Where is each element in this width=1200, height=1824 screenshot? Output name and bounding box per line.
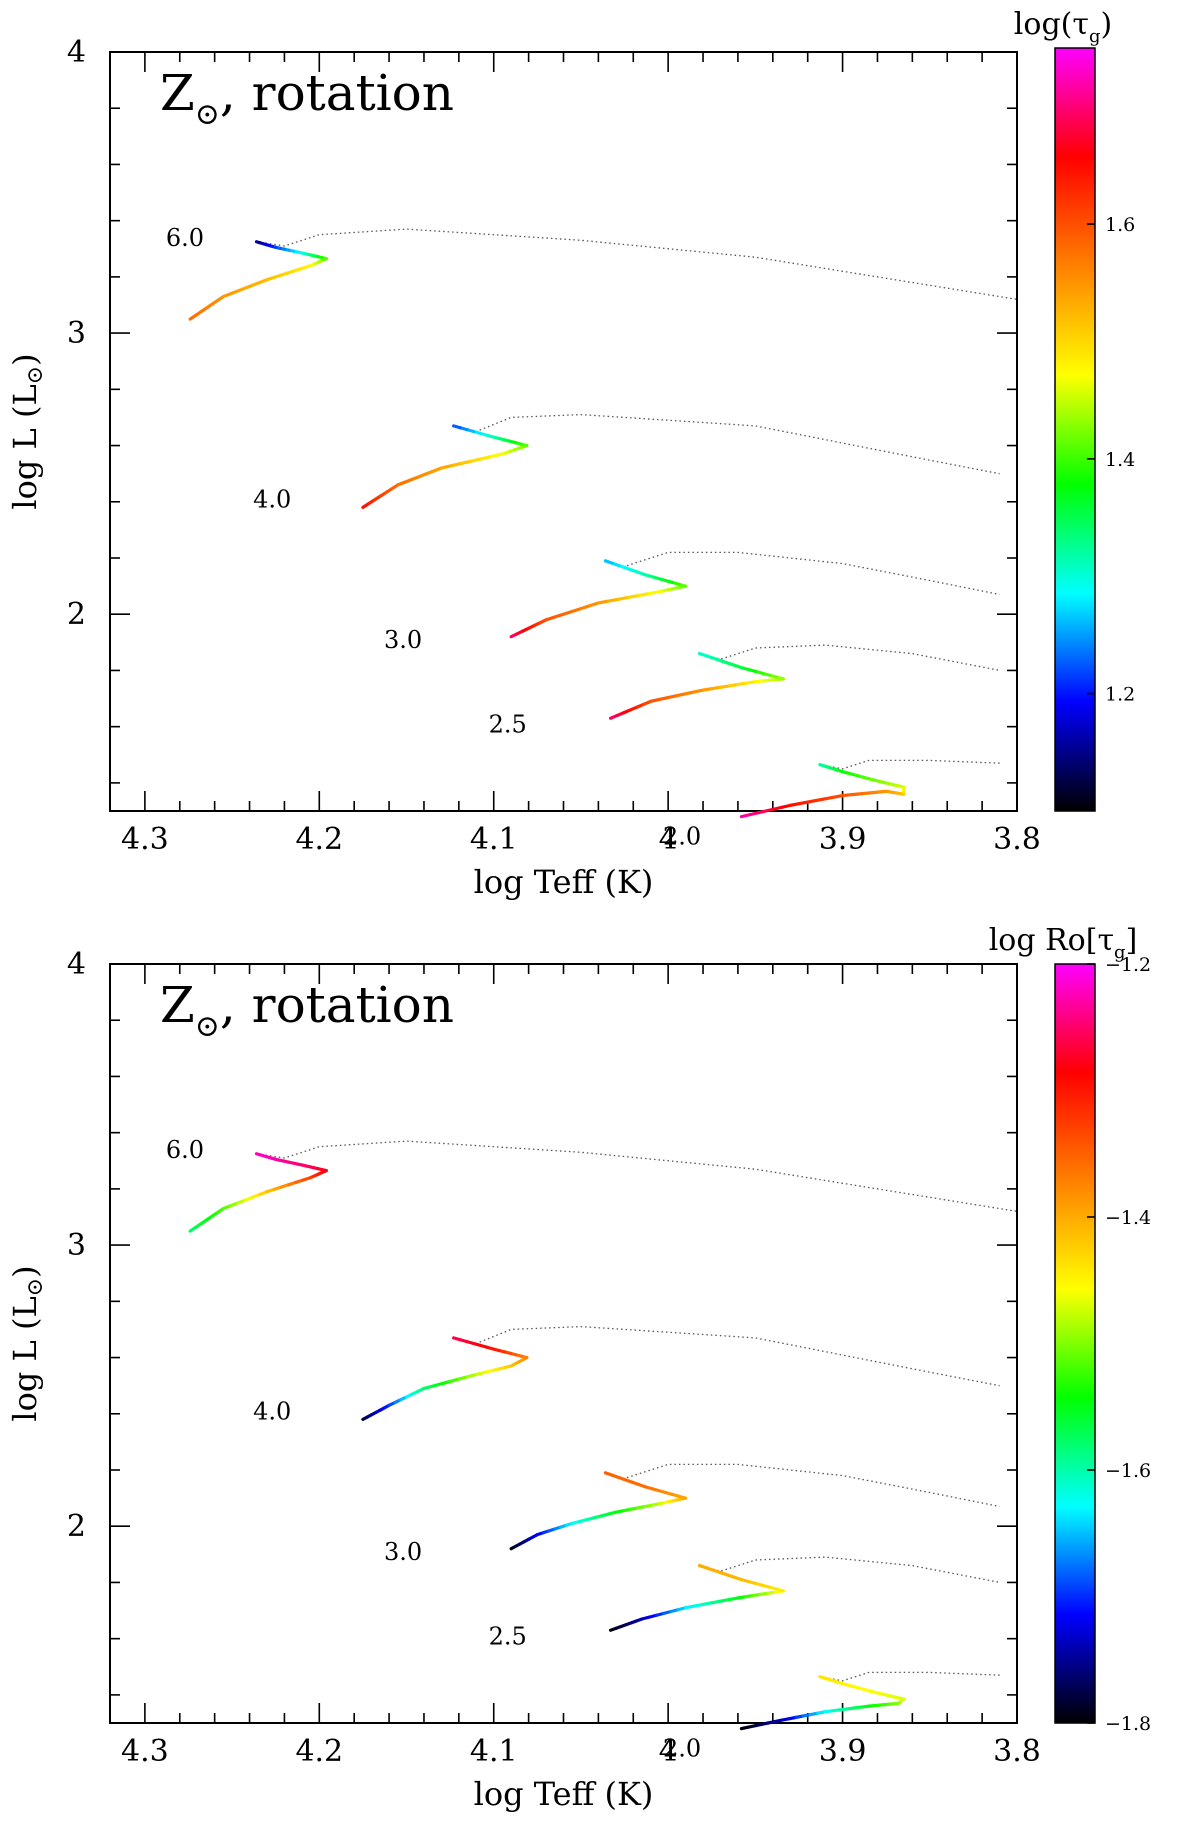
x-tick-label: 3.8	[993, 1734, 1041, 1769]
svg-text:log L (L⊙): log L (L⊙)	[6, 1265, 48, 1421]
colorbar-tick-label: −1.6	[1105, 1460, 1151, 1482]
post-ms-dotted-track	[605, 1463, 1000, 1508]
post-ms-dotted-track	[256, 1140, 1018, 1213]
colored-track-segment	[637, 592, 651, 598]
x-tick-label: 3.9	[819, 1734, 867, 1769]
colored-track-segment	[449, 461, 464, 468]
mass-label: 2.5	[489, 1622, 527, 1650]
colored-track-segment	[490, 452, 505, 458]
plot-frame	[109, 963, 1018, 1724]
x-tick-label: 4.3	[121, 822, 169, 857]
y-tick-label: 2	[67, 1509, 86, 1544]
x-tick-label: 3.9	[819, 822, 867, 857]
x-axis-title: log Teff (K)	[474, 863, 654, 901]
colored-track-segment	[697, 651, 709, 658]
mass-label: 2.5	[489, 710, 527, 738]
post-ms-dotted-track	[699, 1556, 1000, 1584]
colorbar-tick-label: 1.6	[1105, 214, 1135, 236]
x-tick-label: 4	[659, 822, 678, 857]
mass-label: 3.0	[384, 1538, 422, 1566]
track-3-0: 3.0	[384, 551, 1000, 654]
colored-track-segment	[452, 1336, 462, 1342]
svg-text:log L (L⊙): log L (L⊙)	[6, 353, 48, 509]
colorbar	[1054, 963, 1096, 1724]
y-tick-label: 3	[67, 316, 86, 351]
mass-label: 4.0	[253, 1397, 291, 1425]
colored-track-segment	[452, 424, 462, 430]
track-2-5: 2.5	[489, 1556, 1000, 1650]
colorbar	[1054, 47, 1096, 812]
post-ms-dotted-track	[453, 413, 1000, 475]
track-2-5: 2.5	[489, 644, 1000, 738]
x-tick-label: 4.1	[470, 1734, 518, 1769]
colored-track-segment	[617, 595, 631, 601]
colored-track-segment	[603, 559, 614, 565]
y-axis-title: log L (L⊙)	[6, 353, 48, 509]
x-tick-label: 4.3	[121, 1734, 169, 1769]
mass-label: 2.0	[663, 1735, 701, 1763]
colored-track-segment	[480, 454, 494, 461]
y-axis-title: log L (L⊙)	[6, 1265, 48, 1421]
mass-label: 6.0	[166, 224, 204, 252]
colorbar-tick-label: 1.2	[1105, 684, 1135, 706]
x-tick-label: 3.8	[993, 822, 1041, 857]
colored-track-segment	[627, 593, 641, 599]
track-2-0: 2.0	[663, 1671, 1000, 1763]
colored-track-segment	[647, 590, 662, 596]
colored-track-segment	[254, 240, 262, 245]
track-6-0: 6.0	[166, 1136, 1018, 1233]
x-axis-title: log Teff (K)	[474, 1775, 654, 1813]
colored-track-segment	[697, 1563, 709, 1570]
y-tick-label: 2	[67, 597, 86, 632]
mass-label: 6.0	[166, 1136, 204, 1164]
mass-label: 3.0	[384, 626, 422, 654]
y-tick-label: 3	[67, 1228, 86, 1263]
track-6-0: 6.0	[166, 224, 1018, 321]
post-ms-dotted-track	[819, 759, 1000, 770]
colored-track-segment	[439, 464, 454, 470]
mass-label: 4.0	[253, 485, 291, 513]
colored-track-segment	[818, 763, 826, 768]
y-tick-label: 4	[67, 35, 86, 70]
colorbar-tick-label: −1.2	[1105, 954, 1151, 976]
post-ms-dotted-track	[256, 228, 1018, 301]
track-2-0: 2.0	[663, 759, 1000, 851]
post-ms-dotted-track	[605, 551, 1000, 596]
colored-track-segment	[596, 599, 611, 605]
post-ms-dotted-track	[453, 1325, 1000, 1387]
panel-title: Z⊙, rotation	[160, 64, 454, 132]
x-tick-label: 4.2	[295, 822, 343, 857]
colored-track-segment	[254, 1152, 262, 1157]
x-tick-label: 4.1	[470, 822, 518, 857]
colored-track-segment	[470, 457, 484, 463]
colorbar-tick-label: 1.4	[1105, 449, 1135, 471]
colorbar-title: log Ro[τg]	[989, 923, 1138, 963]
colored-track-segment	[606, 597, 621, 603]
plot-frame	[109, 51, 1018, 812]
colorbar-title: log(τg)	[1014, 7, 1112, 47]
colorbar-tick-label: −1.8	[1105, 1713, 1151, 1735]
track-4-0: 4.0	[253, 413, 1000, 513]
panel-title: Z⊙, rotation	[160, 976, 454, 1044]
x-tick-label: 4	[659, 1734, 678, 1769]
colored-track-segment	[460, 459, 474, 465]
colorbar-tick-label: −1.4	[1105, 1207, 1151, 1229]
track-4-0: 4.0	[253, 1325, 1000, 1425]
y-tick-label: 4	[67, 947, 86, 982]
track-3-0: 3.0	[384, 1463, 1000, 1566]
mass-label: 2.0	[663, 823, 701, 851]
x-tick-label: 4.2	[295, 1734, 343, 1769]
colored-track-segment	[603, 1471, 614, 1477]
post-ms-dotted-track	[699, 644, 1000, 672]
colored-track-segment	[818, 1675, 826, 1680]
post-ms-dotted-track	[819, 1671, 1000, 1682]
